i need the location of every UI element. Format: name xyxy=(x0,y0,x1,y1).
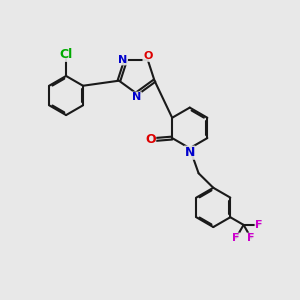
Text: Cl: Cl xyxy=(59,48,73,61)
Text: O: O xyxy=(143,51,152,61)
Text: O: O xyxy=(145,133,156,146)
Text: N: N xyxy=(132,92,141,102)
Text: N: N xyxy=(184,146,195,159)
Text: N: N xyxy=(118,55,128,65)
Text: F: F xyxy=(255,220,262,230)
Text: F: F xyxy=(232,233,240,243)
Text: F: F xyxy=(248,233,255,243)
